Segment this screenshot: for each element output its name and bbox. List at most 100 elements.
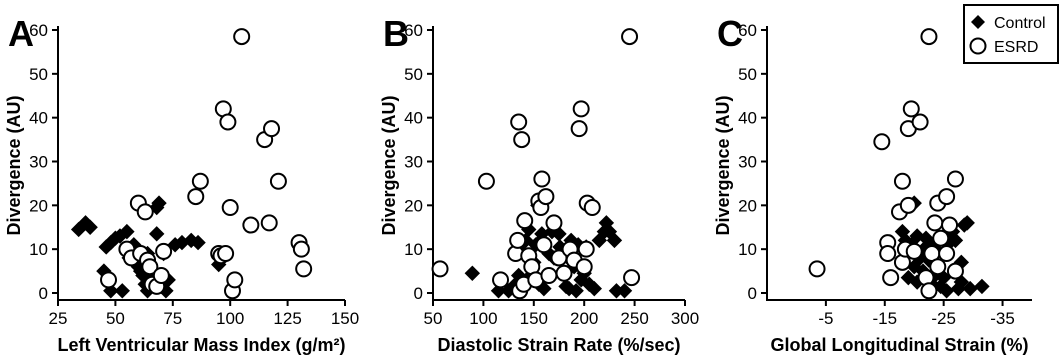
data-point-esrd	[555, 264, 573, 282]
data-point-esrd	[477, 172, 495, 190]
y-tick-label: 20	[404, 196, 423, 215]
y-tick-label: 0	[414, 284, 423, 303]
x-tick-label: 300	[671, 309, 699, 328]
x-tick-label: 50	[424, 309, 443, 328]
data-point-esrd	[537, 188, 555, 206]
data-point-esrd	[152, 266, 170, 284]
x-axis-title: Diastolic Strain Rate (%/sec)	[437, 335, 680, 355]
y-axis-title: Divergence (AU)	[4, 95, 24, 235]
y-tick-label: 0	[748, 284, 757, 303]
x-tick-label: 75	[163, 309, 182, 328]
panel-letter: B	[383, 13, 409, 54]
data-point-esrd	[926, 214, 944, 232]
x-axis-title: Left Ventricular Mass Index (g/m²)	[57, 335, 345, 355]
x-axis-title: Global Longitudinal Strain (%)	[771, 335, 1029, 355]
y-tick-label: 60	[404, 21, 423, 40]
data-point-esrd	[879, 245, 897, 263]
y-tick-label: 40	[404, 109, 423, 128]
y-tick-label: 50	[404, 65, 423, 84]
y-tick-label: 40	[29, 109, 48, 128]
data-point-esrd	[492, 271, 510, 289]
y-tick-label: 50	[738, 65, 757, 84]
data-point-esrd	[540, 266, 558, 284]
data-point-control	[149, 226, 165, 242]
legend-control-label: Control	[994, 15, 1046, 32]
data-point-control	[959, 215, 975, 231]
data-point-esrd	[932, 229, 950, 247]
data-point-esrd	[191, 172, 209, 190]
legend-esrd-label: ESRD	[994, 39, 1038, 56]
data-point-esrd	[431, 260, 449, 278]
data-point-esrd	[269, 172, 287, 190]
x-tick-label: 150	[520, 309, 548, 328]
panel-b: 0 10 20 30 40 50 60 50 100 150 200 250 300 Diastolic …	[379, 13, 699, 355]
data-point-esrd	[577, 240, 595, 258]
data-point-esrd	[516, 212, 534, 230]
data-point-control	[151, 195, 167, 211]
data-point-control	[947, 232, 964, 249]
series-esrd	[100, 28, 313, 300]
data-point-control	[568, 283, 584, 299]
series-esrd	[431, 28, 641, 300]
data-point-esrd	[621, 28, 639, 46]
y-axis-title: Divergence (AU)	[379, 95, 399, 235]
data-point-esrd	[920, 282, 938, 300]
y-tick-label: 30	[738, 153, 757, 172]
x-tick-label: 25	[49, 309, 68, 328]
x-tick-label: -5	[818, 309, 833, 328]
data-point-esrd	[545, 214, 563, 232]
data-point-esrd	[905, 242, 923, 260]
y-tick-label: 30	[404, 153, 423, 172]
x-tick-label: 50	[106, 309, 125, 328]
data-point-control	[606, 232, 623, 249]
x-tick-label: 200	[570, 309, 598, 328]
y-tick-label: 40	[738, 109, 757, 128]
data-point-esrd	[882, 269, 900, 287]
y-axis-title: Divergence (AU)	[713, 95, 733, 235]
data-point-esrd	[902, 100, 920, 118]
data-point-esrd	[136, 203, 154, 221]
data-point-esrd	[100, 271, 118, 289]
x-tick-label: 125	[273, 309, 301, 328]
y-tick-label: 20	[738, 196, 757, 215]
data-point-control	[464, 265, 481, 281]
data-point-control	[119, 223, 135, 240]
data-point-esrd	[292, 240, 310, 258]
x-tick-label: 250	[620, 309, 648, 328]
data-point-esrd	[893, 172, 911, 190]
legend-control-marker	[971, 15, 985, 29]
data-point-esrd	[221, 199, 239, 217]
y-tick-label: 10	[29, 240, 48, 259]
data-point-esrd	[911, 113, 929, 131]
data-point-esrd	[510, 113, 528, 131]
data-point-control	[974, 278, 990, 295]
data-point-esrd	[242, 216, 260, 234]
data-point-esrd	[263, 120, 281, 138]
data-point-control	[190, 234, 206, 251]
x-tick-label: -35	[990, 309, 1015, 328]
legend-esrd-marker	[969, 37, 987, 55]
data-point-esrd	[219, 113, 237, 131]
y-tick-label: 10	[404, 240, 423, 259]
data-point-esrd	[155, 242, 173, 260]
data-point-esrd	[141, 258, 159, 276]
data-point-esrd	[575, 258, 593, 276]
panel-letter: C	[717, 13, 743, 54]
data-point-control	[586, 280, 602, 297]
legend: Control ESRD	[963, 4, 1059, 64]
x-tick-label: -25	[931, 309, 956, 328]
y-tick-label: 30	[29, 153, 48, 172]
data-point-esrd	[535, 236, 553, 254]
data-point-esrd	[513, 131, 531, 149]
data-point-esrd	[941, 216, 959, 234]
data-point-esrd	[260, 214, 278, 232]
data-point-esrd	[295, 260, 313, 278]
panel-c: 0 10 20 30 40 50 60 -5 -15 -25 -35 Global Longitudi…	[713, 13, 1032, 355]
panel-letter: A	[8, 13, 34, 54]
data-point-esrd	[946, 170, 964, 188]
data-point-esrd	[226, 271, 244, 289]
data-point-esrd	[583, 199, 601, 217]
data-point-esrd	[938, 245, 956, 263]
data-point-esrd	[217, 245, 235, 263]
